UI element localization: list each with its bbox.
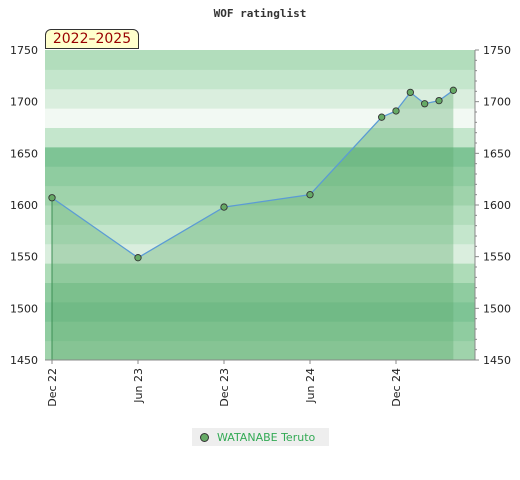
background-band bbox=[45, 50, 475, 70]
data-points bbox=[48, 86, 457, 262]
data-point bbox=[134, 254, 142, 262]
y-tick-label-right: 1650 bbox=[483, 147, 511, 160]
y-tick-label-left: 1700 bbox=[10, 96, 38, 109]
background-band bbox=[45, 166, 475, 187]
y-tick-label-right: 1700 bbox=[483, 96, 511, 109]
y-tick-label-left: 1750 bbox=[10, 44, 38, 57]
background-band bbox=[45, 69, 475, 90]
legend-marker-icon bbox=[200, 432, 209, 442]
background-band bbox=[45, 88, 475, 109]
data-point bbox=[48, 194, 56, 202]
x-tick-label: Dec 22 bbox=[46, 368, 59, 407]
y-axis-left: 1450 1500 1550 1600 1650 1700 1750 bbox=[10, 44, 38, 367]
legend: WATANABE Teruto bbox=[192, 428, 329, 446]
y-tick-label-right: 1600 bbox=[483, 199, 511, 212]
data-point bbox=[378, 113, 386, 121]
chart-title: WOF ratinglist bbox=[214, 7, 307, 20]
y-tick-label-left: 1600 bbox=[10, 199, 38, 212]
data-point bbox=[306, 191, 314, 199]
background-band bbox=[45, 205, 475, 225]
y-tick-label-right: 1450 bbox=[483, 354, 511, 367]
area-fill bbox=[52, 90, 454, 361]
data-point bbox=[435, 96, 443, 105]
y-tick-label-left: 1500 bbox=[10, 302, 38, 315]
background-band bbox=[45, 185, 475, 206]
period-label: 2022–2025 bbox=[45, 29, 139, 49]
y-tick-label-left: 1450 bbox=[10, 354, 38, 367]
background-band bbox=[45, 282, 475, 303]
y-tick-label-left: 1650 bbox=[10, 147, 38, 160]
y-tick-label-left: 1550 bbox=[10, 251, 38, 264]
background-band bbox=[45, 224, 475, 245]
background-band bbox=[45, 301, 475, 322]
x-tick-label: Jun 24 bbox=[304, 368, 317, 404]
legend-label: WATANABE Teruto bbox=[217, 430, 316, 444]
x-tick-label: Dec 24 bbox=[390, 368, 403, 407]
data-point bbox=[421, 100, 429, 108]
x-tick-label: Jun 23 bbox=[132, 368, 145, 404]
background-bands bbox=[45, 50, 475, 361]
data-point bbox=[392, 107, 400, 115]
data-point bbox=[220, 203, 228, 211]
rating-area bbox=[51, 89, 454, 361]
background-band bbox=[45, 321, 475, 342]
background-band bbox=[45, 146, 475, 167]
series-line bbox=[51, 89, 454, 259]
y-axis-right: 1450 1500 1550 1600 1650 1700 1750 bbox=[475, 44, 511, 367]
x-axis: Dec 22 Jun 23 Dec 23 Jun 24 Dec 24 bbox=[46, 360, 403, 407]
data-point bbox=[406, 88, 414, 97]
background-band bbox=[45, 108, 475, 128]
y-tick-label-right: 1550 bbox=[483, 251, 511, 264]
x-tick-label: Dec 23 bbox=[218, 368, 231, 407]
background-band bbox=[45, 263, 475, 283]
y-tick-label-right: 1500 bbox=[483, 302, 511, 315]
background-band bbox=[45, 340, 475, 361]
y-tick-label-right: 1750 bbox=[483, 44, 511, 57]
data-point bbox=[449, 86, 457, 94]
